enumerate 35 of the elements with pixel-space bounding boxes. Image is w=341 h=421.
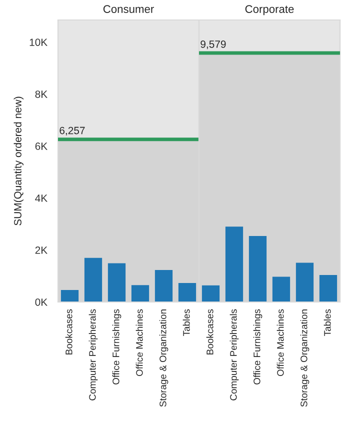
bar (319, 274, 338, 302)
x-tick-label: Office Furnishings (112, 309, 122, 384)
bar (296, 262, 314, 302)
y-tick-label: 10K (30, 38, 48, 46)
bar (131, 285, 150, 302)
y-tick-label: 4K (35, 194, 48, 202)
bar (108, 263, 126, 302)
chart-title: Corporate (245, 5, 294, 16)
x-tick-label: Computer Peripherals (230, 309, 239, 400)
x-tick-label: Office Furnishings (253, 309, 262, 384)
y-tick-label: 8K (35, 90, 48, 98)
y-tick-label: 6K (35, 142, 48, 150)
bar (202, 285, 220, 302)
bar (154, 270, 173, 302)
bar (60, 290, 79, 302)
x-tick-label: Storage & Organization (300, 310, 310, 407)
x-tick-label: Office Machines (136, 309, 143, 376)
bar (84, 258, 102, 302)
x-tick-label: Computer Peripherals (88, 309, 98, 400)
x-tick-label: Storage & Organization (159, 310, 168, 407)
x-tick-label: Bookcases (206, 309, 214, 354)
y-tick-label: 0K (35, 298, 48, 306)
bar (272, 276, 290, 302)
ref-line-label: 6,257 (60, 126, 85, 136)
bar (225, 226, 244, 302)
chart-title: Consumer (103, 5, 154, 13)
y-axis-title: SUM(Quantity ordered new) (14, 96, 24, 226)
bar (178, 283, 196, 302)
x-tick-label: Bookcases (65, 309, 72, 354)
bar (248, 236, 267, 302)
x-tick-label: Tables (182, 309, 190, 336)
ref-line-label: 9,579 (200, 40, 226, 50)
x-tick-label: Tables (324, 309, 331, 336)
y-tick-label: 2K (35, 246, 48, 254)
x-tick-label: Office Machines (276, 309, 284, 376)
